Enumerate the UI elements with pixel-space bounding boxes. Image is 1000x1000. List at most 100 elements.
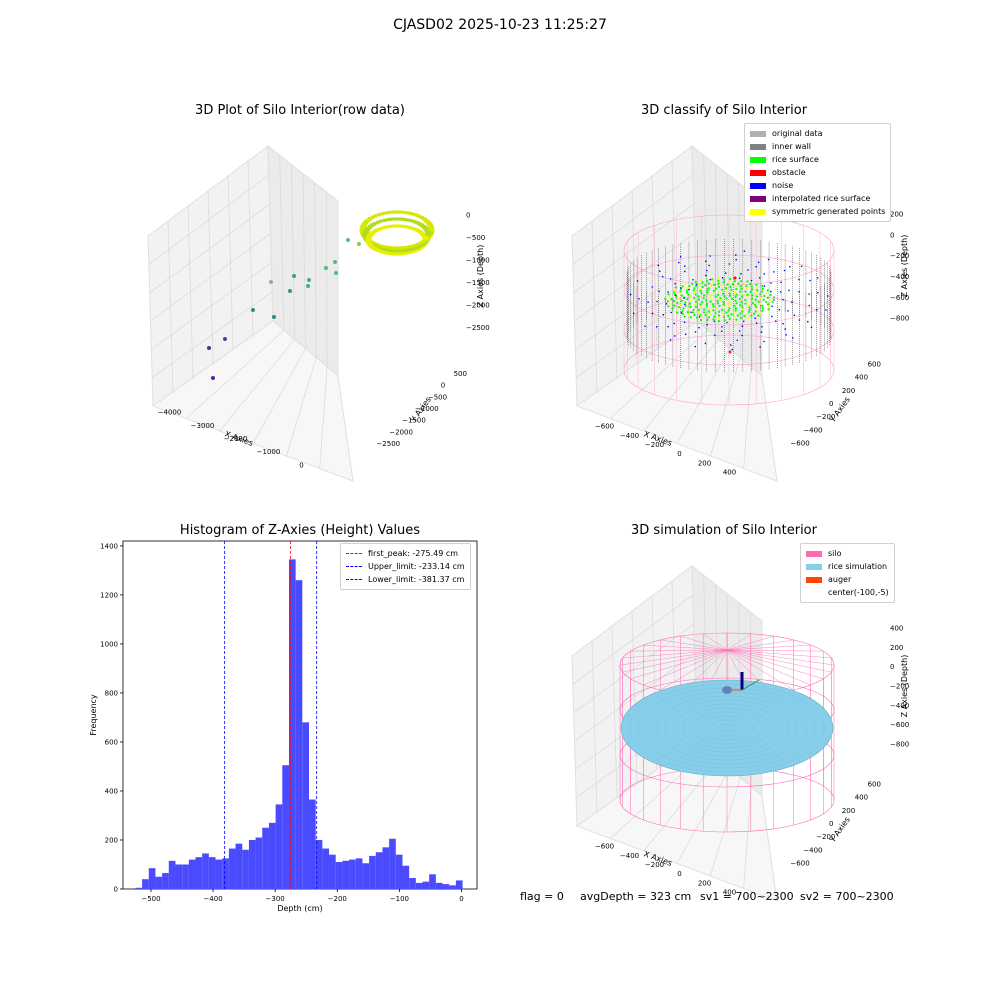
- rice-surface-point: [759, 312, 762, 315]
- figure-title: CJASD02 2025-10-23 11:25:27: [393, 17, 607, 33]
- rice-mesh-line: [665, 699, 789, 757]
- histogram-bar: [195, 857, 203, 889]
- rice-surface-point: [693, 297, 696, 300]
- legend-entry: auger: [806, 573, 889, 586]
- noise-point: [726, 321, 728, 324]
- noise-point: [698, 326, 700, 329]
- rice-surface-point: [681, 312, 685, 315]
- rice-surface-point: [717, 285, 721, 289]
- histogram-bar: [442, 884, 450, 889]
- histogram-bar: [142, 879, 149, 889]
- rice-surface-point: [728, 317, 731, 320]
- histogram-bar: [429, 874, 436, 889]
- rice-surface-point: [712, 280, 715, 283]
- grid-line: [279, 155, 285, 331]
- data-point: [324, 266, 328, 270]
- data-point: [408, 251, 412, 255]
- rice-surface-point: [754, 310, 757, 313]
- rice-surface-point: [750, 285, 754, 288]
- noise-point: [738, 277, 741, 279]
- rice-surface-point: [713, 315, 716, 318]
- x-tick-label: −200: [645, 441, 664, 449]
- data-point: [272, 315, 276, 319]
- rice-surface-point: [739, 304, 742, 307]
- data-point: [428, 235, 432, 240]
- rice-surface-point: [684, 283, 687, 286]
- rice-surface-point: [751, 301, 754, 305]
- legend-label: rice surface: [772, 155, 819, 164]
- histogram-bar: [175, 864, 183, 889]
- rice-surface-point: [755, 283, 758, 286]
- legend-swatch: [750, 182, 766, 189]
- histogram-bar: [248, 839, 256, 889]
- rice-mesh-line: [718, 723, 736, 733]
- histogram-bar: [302, 722, 310, 889]
- legend-label: auger: [828, 575, 852, 584]
- y-tick-label: −200: [816, 413, 835, 421]
- rice-surface-point: [729, 302, 732, 305]
- rice-surface-point: [693, 287, 696, 290]
- data-point: [425, 237, 429, 241]
- histogram-bar: [188, 859, 196, 889]
- grid-line: [703, 155, 709, 331]
- noise-point: [798, 319, 801, 321]
- grid-line: [709, 357, 741, 457]
- noise-point: [785, 334, 787, 336]
- z-tick-label: −800: [890, 740, 909, 748]
- noise-point: [665, 303, 668, 305]
- rice-surface-point: [762, 298, 765, 301]
- rice-surface-point: [718, 290, 721, 293]
- rice-surface-point: [747, 310, 751, 313]
- rice-surface-point: [727, 304, 730, 307]
- data-point: [373, 221, 377, 225]
- histogram-bar: [349, 859, 356, 889]
- legend-label: obstacle: [772, 168, 806, 177]
- rice-surface-point: [688, 302, 692, 305]
- noise-point: [674, 335, 676, 337]
- histogram-bar: [342, 860, 350, 889]
- rice-surface-point: [722, 306, 726, 309]
- rice-surface-point: [691, 282, 694, 285]
- data-point: [370, 223, 374, 227]
- silo-roof-wire: [726, 649, 811, 686]
- data-point: [428, 227, 432, 231]
- rice-surface-point: [699, 287, 703, 291]
- grid-line: [290, 164, 296, 340]
- rice-surface-point: [737, 282, 740, 285]
- rice-surface-point: [725, 311, 728, 314]
- rice-surface-point: [755, 308, 758, 311]
- noise-point: [632, 312, 635, 315]
- y-tick-label: 500: [454, 370, 467, 378]
- rice-surface-point: [765, 292, 768, 295]
- rice-surface-point: [680, 299, 683, 302]
- noise-point: [724, 272, 727, 274]
- simulation-plot-title: 3D simulation of Silo Interior: [631, 523, 817, 538]
- legend-entry: silo: [806, 547, 889, 560]
- noise-point: [674, 282, 676, 285]
- histogram-bar: [455, 880, 463, 889]
- data-point: [425, 232, 429, 236]
- noise-point: [779, 291, 782, 293]
- rice-surface-point: [765, 300, 768, 304]
- noise-point: [755, 322, 758, 325]
- rice-surface-point: [717, 279, 720, 282]
- rice-surface-point: [722, 303, 725, 306]
- data-point: [207, 346, 211, 350]
- histogram-bar: [295, 580, 303, 889]
- data-point: [334, 271, 338, 275]
- legend-entry: Upper_limit: -233.14 cm: [346, 560, 465, 573]
- rice-surface-point: [750, 314, 753, 318]
- rice-surface-point: [697, 283, 701, 286]
- silo-roof-wire: [643, 644, 728, 651]
- x-tick-label: 400: [723, 888, 736, 896]
- noise-point: [720, 330, 723, 333]
- data-point: [428, 232, 432, 236]
- rice-surface-point: [666, 300, 669, 303]
- histogram-bar: [355, 858, 363, 889]
- data-point: [251, 308, 255, 312]
- noise-point: [787, 310, 789, 312]
- noise-point: [788, 289, 790, 292]
- rice-surface-point: [696, 316, 699, 319]
- rice-surface-point: [748, 306, 751, 309]
- data-point: [410, 244, 414, 248]
